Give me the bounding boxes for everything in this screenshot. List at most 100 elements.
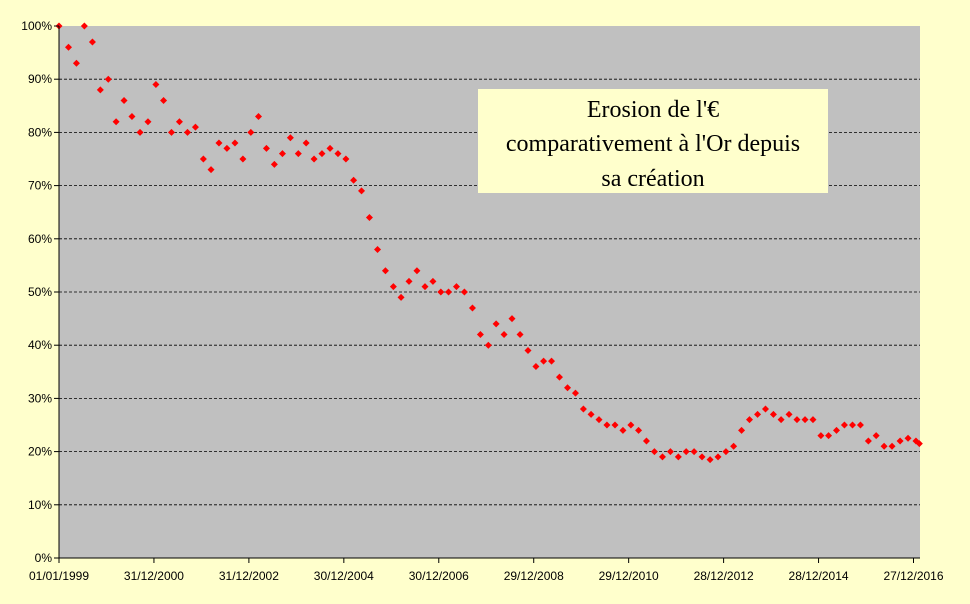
point (136, 128, 144, 136)
point (769, 410, 777, 418)
x-tick-label: 30/12/2006 (409, 569, 469, 583)
chart-title: comparativement à l'Or depuis (506, 131, 800, 157)
point (421, 283, 429, 291)
point (144, 118, 152, 126)
point (247, 128, 255, 136)
point (302, 139, 310, 147)
point (175, 118, 183, 126)
point (738, 426, 746, 434)
x-tick-label: 29/12/2010 (599, 569, 659, 583)
point (532, 362, 540, 370)
point (650, 448, 658, 456)
point (365, 214, 373, 222)
point (104, 75, 112, 83)
point (476, 331, 484, 339)
point (262, 144, 270, 152)
point (801, 416, 809, 424)
point (160, 96, 168, 104)
point (468, 304, 476, 312)
point (389, 283, 397, 291)
point (611, 421, 619, 429)
point (658, 453, 666, 461)
point (215, 139, 223, 147)
point (255, 112, 263, 120)
point (682, 448, 690, 456)
point (880, 442, 888, 450)
point (342, 155, 350, 163)
x-tick-label: 28/12/2012 (694, 569, 754, 583)
point (642, 437, 650, 445)
point (864, 437, 872, 445)
point (508, 315, 516, 323)
point (350, 176, 358, 184)
point (437, 288, 445, 296)
point (120, 96, 128, 104)
point (334, 150, 342, 158)
y-tick-label: 10% (28, 498, 52, 512)
y-tick-label: 0% (35, 551, 53, 565)
point (405, 277, 413, 285)
point (714, 453, 722, 461)
point (825, 432, 833, 440)
point (199, 155, 207, 163)
point (872, 432, 880, 440)
point (833, 426, 841, 434)
chart-title: sa création (601, 166, 704, 192)
point (603, 421, 611, 429)
point (587, 410, 595, 418)
y-tick-label: 70% (28, 179, 52, 193)
point (540, 357, 548, 365)
y-tick-label: 30% (28, 391, 52, 405)
point (785, 410, 793, 418)
point (595, 416, 603, 424)
point (754, 410, 762, 418)
point (152, 81, 160, 89)
y-tick-label: 60% (28, 232, 52, 246)
y-tick-label: 20% (28, 445, 52, 459)
point (856, 421, 864, 429)
point (915, 440, 923, 448)
point (318, 150, 326, 158)
point (579, 405, 587, 413)
point (80, 22, 88, 30)
point (840, 421, 848, 429)
x-tick-label: 27/12/2016 (883, 569, 943, 583)
point (666, 448, 674, 456)
point (635, 426, 643, 434)
point (516, 331, 524, 339)
point (745, 416, 753, 424)
y-tick-label: 90% (28, 72, 52, 86)
point (183, 128, 191, 136)
point (564, 384, 572, 392)
point (358, 187, 366, 195)
y-tick-label: 50% (28, 285, 52, 299)
point (848, 421, 856, 429)
point (555, 373, 563, 381)
point (310, 155, 318, 163)
x-tick-label: 01/01/1999 (29, 569, 89, 583)
x-tick-label: 31/12/2002 (219, 569, 279, 583)
title-box (478, 89, 828, 193)
x-tick-label: 29/12/2008 (504, 569, 564, 583)
point (730, 442, 738, 450)
point (112, 118, 120, 126)
point (445, 288, 453, 296)
point (674, 453, 682, 461)
point (809, 416, 817, 424)
point (128, 112, 136, 120)
point (706, 456, 714, 464)
point (413, 267, 421, 275)
point (817, 432, 825, 440)
point (619, 426, 627, 434)
point (96, 86, 104, 94)
point (690, 448, 698, 456)
point (761, 405, 769, 413)
point (627, 421, 635, 429)
point (231, 139, 239, 147)
point (207, 166, 215, 174)
point (888, 442, 896, 450)
point (278, 150, 286, 158)
point (500, 331, 508, 339)
